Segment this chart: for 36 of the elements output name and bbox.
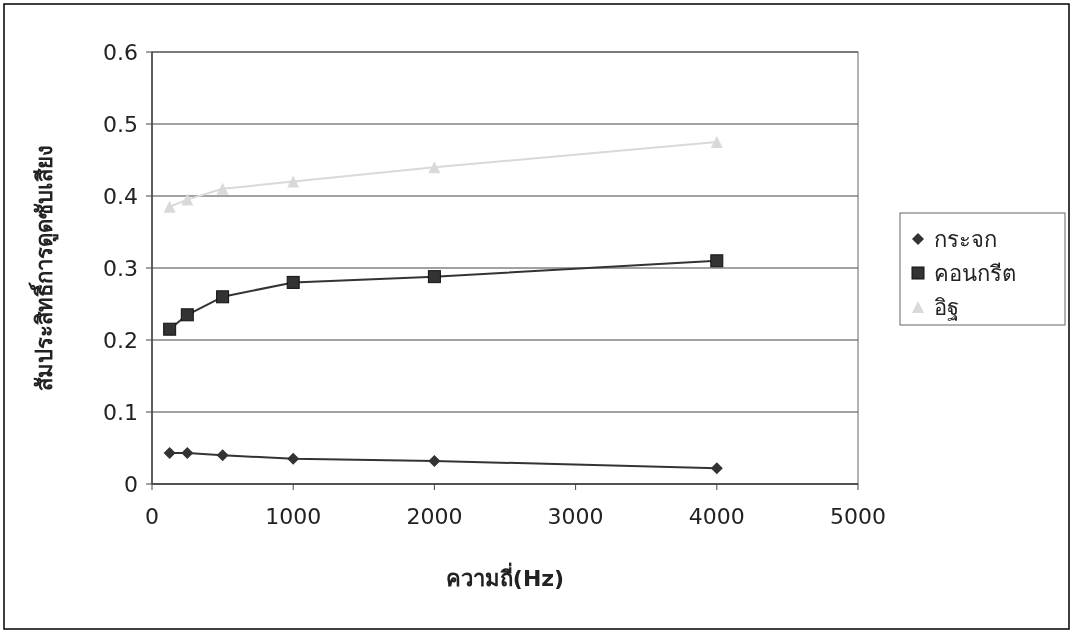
point [216,290,230,304]
x-tick-label: 2000 [406,504,463,529]
point [428,161,441,174]
y-tick-label: 0.2 [103,328,138,353]
x-axis-title: ความถี่(Hz) [445,562,565,591]
y-tick-label: 0.3 [103,256,138,281]
point [287,452,300,465]
point [216,449,229,462]
x-tick-label: 5000 [830,504,886,529]
y-tick-label: 0.4 [103,184,138,209]
point [286,275,300,289]
point [427,270,441,284]
y-tick-label: 0.6 [103,40,138,65]
y-axis-title: สัมประสิทธิ์การดูดซับเสียง [28,145,59,391]
legend-label: กระจก [934,227,997,252]
x-tick-label: 0 [145,504,159,529]
legend-label: คอนกรีต [934,261,1016,286]
point [163,322,177,336]
y-tick-label: 0.1 [103,400,138,425]
x-tick-label: 4000 [688,504,745,529]
y-tick-label: 0.5 [103,112,138,137]
point [181,193,194,206]
x-tick-label: 3000 [547,504,604,529]
point [428,454,441,467]
point [163,200,176,213]
point [181,447,194,460]
point [287,175,300,188]
point [180,308,194,322]
point [710,254,724,268]
point [216,182,229,195]
x-tick-label: 1000 [265,504,322,529]
y-tick-label: 0 [124,472,138,497]
legend-label: อิฐ [934,295,959,321]
point [163,447,176,460]
point [710,136,723,148]
point [710,462,723,475]
